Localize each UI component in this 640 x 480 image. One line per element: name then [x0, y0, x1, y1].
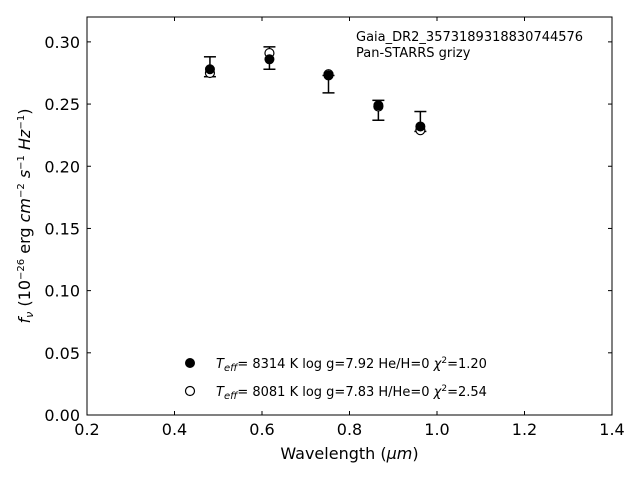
x-axis-label: Wavelength (μm)	[280, 444, 418, 463]
y-tick-label: 0.05	[44, 344, 80, 363]
legend-entry-2: Teff= 8081 K log g=7.83 H/He=0 χ2=2.54	[216, 384, 487, 402]
legend-entry-1: Teff= 8314 K log g=7.92 He/H=0 χ2=1.20	[216, 356, 487, 374]
y-tick-label: 0.15	[44, 219, 80, 238]
survey-annotation: Pan-STARRS grizy	[356, 46, 471, 61]
x-tick-label: 0.6	[249, 420, 274, 439]
y-tick-label: 0.30	[44, 33, 80, 52]
y-tick-label: 0.20	[44, 157, 80, 176]
legend-marker-filled	[185, 358, 195, 368]
axis-tick-labels: 0.2 0.4 0.6 0.8 1.0 1.2 1.4 0.00 0.05 0.10 0.15 0.2…	[44, 33, 624, 439]
legend-marker-open	[184, 385, 196, 397]
model-point-filled	[373, 100, 384, 111]
object-id-annotation: Gaia_DR2_3573189318830744576	[356, 30, 583, 45]
y-tick-label: 0.00	[44, 406, 80, 425]
model-markers	[204, 47, 426, 136]
model-point-filled	[323, 70, 334, 81]
x-tick-label: 0.8	[337, 420, 362, 439]
plot-frame	[86, 16, 613, 416]
x-tick-label: 1.2	[512, 420, 537, 439]
model-point-filled	[415, 121, 426, 132]
axis-ticks	[86, 17, 613, 416]
y-axis-label: fν (10−26 erg cm−2 s−1 Hz−1)	[15, 109, 36, 324]
model-point-filled	[264, 54, 275, 65]
x-tick-label: 1.4	[599, 420, 624, 439]
y-tick-label: 0.25	[44, 95, 80, 114]
x-tick-label: 0.2	[74, 420, 99, 439]
x-tick-label: 1.0	[424, 420, 449, 439]
x-tick-label: 0.4	[162, 420, 187, 439]
model-point-filled	[204, 64, 215, 75]
legend: Teff= 8314 K log g=7.92 He/H=0 χ2=1.20 T…	[184, 356, 487, 402]
y-tick-label: 0.10	[44, 282, 80, 301]
